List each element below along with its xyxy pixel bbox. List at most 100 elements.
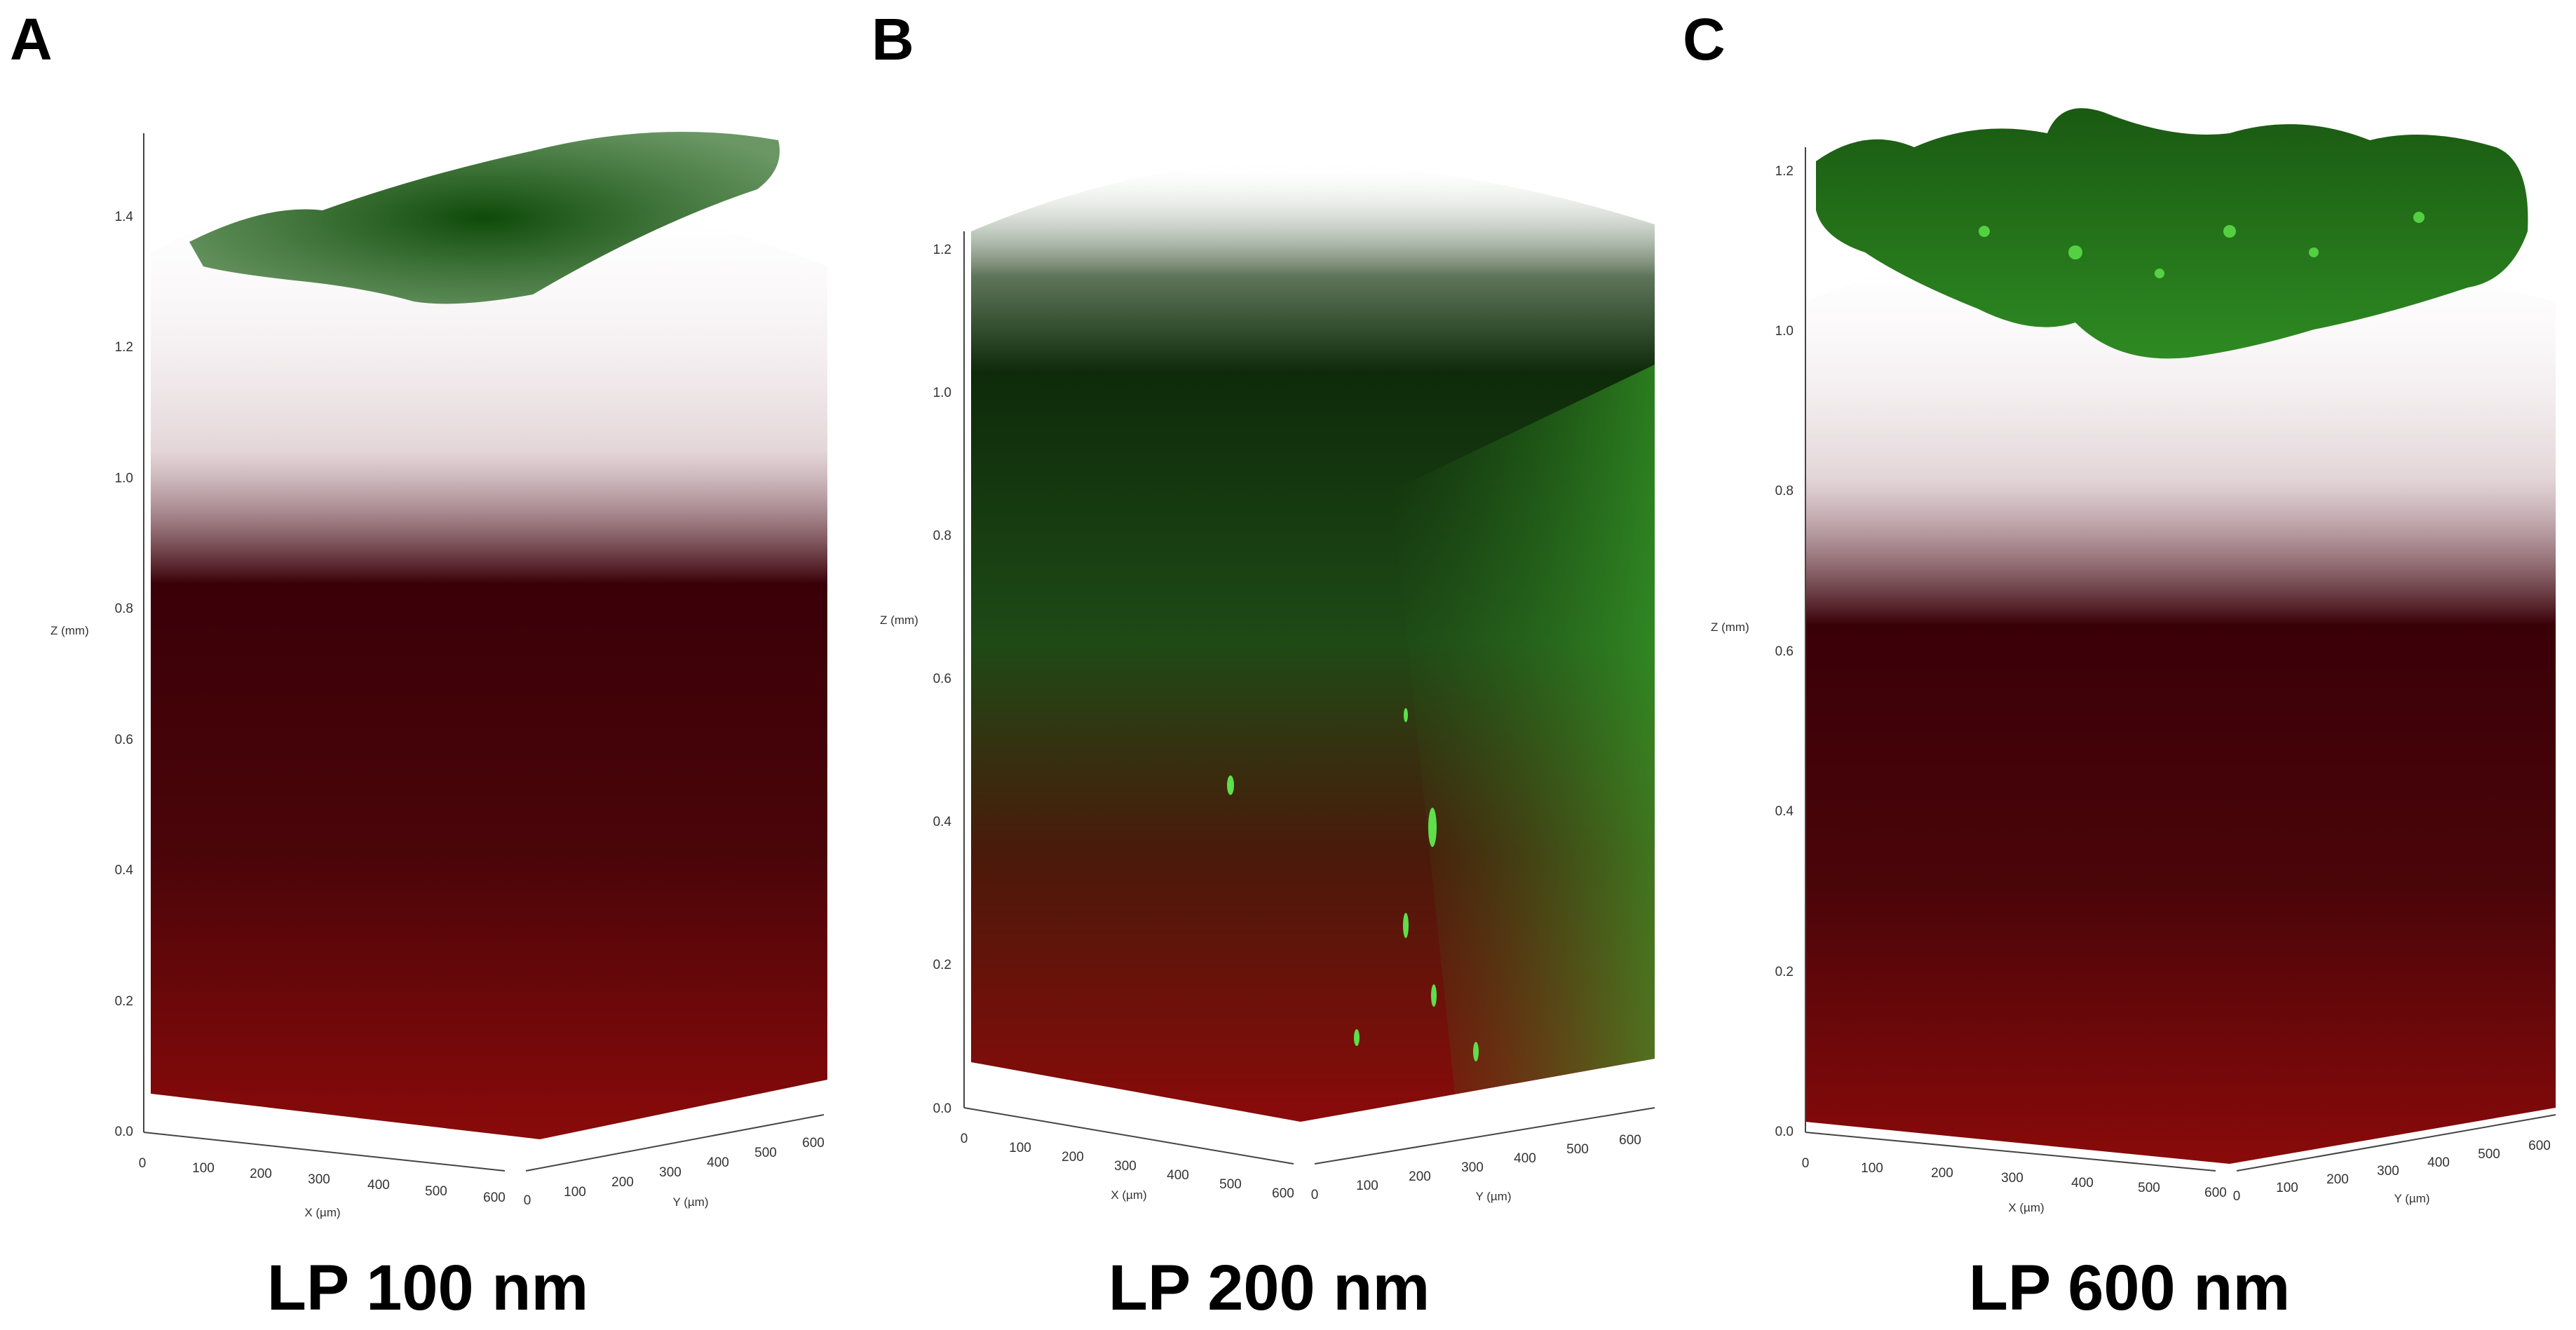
- y-axis-line: [2236, 1114, 2556, 1172]
- y-tick: 400: [1514, 1151, 1536, 1166]
- confocal-3d-render: 0.0 0.2 0.4 0.6 0.8 1.0 1.2 Z (mm) 0 100…: [880, 161, 1655, 1203]
- y-tick: 300: [1461, 1160, 1484, 1175]
- z-tick: 1.0: [1775, 324, 1794, 339]
- z-tick: 0.4: [1775, 804, 1794, 819]
- y-tick: 0: [2233, 1189, 2241, 1204]
- y-tick: 100: [564, 1185, 586, 1200]
- x-tick: 600: [2204, 1186, 2227, 1200]
- y-tick: 500: [754, 1146, 777, 1160]
- y-tick: 300: [2377, 1164, 2399, 1179]
- x-tick-labels: 0 100 200 300 400 500 600: [1802, 1156, 2227, 1200]
- green-particles: [1227, 708, 1479, 1061]
- x-tick: 100: [1861, 1161, 1883, 1176]
- z-axis-title: Z (mm): [880, 613, 918, 627]
- z-tick: 0.8: [115, 602, 133, 616]
- x-tick: 0: [139, 1156, 147, 1171]
- z-tick: 1.2: [1775, 164, 1794, 179]
- y-tick: 500: [1566, 1142, 1589, 1157]
- x-tick: 200: [1931, 1166, 1953, 1181]
- z-tick: 0.2: [115, 994, 133, 1009]
- z-tick: 0.2: [1775, 965, 1794, 979]
- y-tick: 0: [1311, 1188, 1319, 1202]
- z-tick: 0.0: [115, 1125, 133, 1139]
- tissue-volume: [151, 182, 827, 1140]
- y-tick: 200: [1409, 1169, 1431, 1184]
- x-tick: 300: [308, 1172, 330, 1187]
- y-axis-title: Y (µm): [2394, 1192, 2429, 1205]
- y-tick-labels: 0 100 200 300 400 500 600: [524, 1136, 825, 1208]
- z-tick: 1.2: [115, 340, 133, 355]
- x-tick: 100: [192, 1161, 215, 1176]
- z-tick: 1.0: [933, 386, 951, 400]
- x-tick: 200: [250, 1167, 272, 1181]
- y-tick: 200: [611, 1175, 634, 1190]
- z-axis-title: Z (mm): [50, 624, 89, 637]
- green-particles: [1979, 212, 2425, 278]
- x-tick: 0: [961, 1132, 968, 1146]
- y-tick: 600: [2528, 1139, 2551, 1153]
- confocal-3d-render: 0.0 0.2 0.4 0.6 0.8 1.0 1.2 Z (mm) 0 100…: [1711, 108, 2556, 1214]
- y-tick: 0: [524, 1193, 531, 1208]
- z-tick: 0.6: [933, 672, 951, 686]
- z-tick: 1.0: [115, 471, 133, 486]
- z-tick: 0.4: [933, 815, 952, 829]
- x-axis-line: [963, 1107, 1294, 1165]
- z-tick-labels: 0.0 0.2 0.4 0.6 0.8 1.0 1.2 1.4: [115, 210, 134, 1139]
- x-tick: 600: [483, 1190, 506, 1205]
- x-tick: 200: [1062, 1150, 1084, 1165]
- x-tick: 400: [367, 1178, 390, 1193]
- green-fluorescence-region: [1392, 365, 1655, 1094]
- z-tick: 0.8: [1775, 484, 1794, 498]
- z-axis-title: Z (mm): [1711, 620, 1749, 634]
- x-tick: 500: [425, 1184, 447, 1199]
- x-tick-labels: 0 100 200 300 400 500 600: [139, 1156, 506, 1205]
- y-axis-line: [525, 1114, 825, 1172]
- x-tick: 500: [1219, 1177, 1242, 1192]
- x-axis-title: X (µm): [2008, 1201, 2044, 1214]
- confocal-3d-render: 0.0 0.2 0.4 0.6 0.8 1.0 1.2 1.4 Z (mm) 0…: [50, 132, 827, 1219]
- y-tick: 600: [802, 1136, 825, 1151]
- z-tick: 0.8: [933, 529, 951, 543]
- z-tick: 1.2: [933, 243, 951, 257]
- panel-caption: LP 600 nm: [1968, 1252, 2291, 1324]
- z-tick: 1.4: [115, 210, 134, 224]
- x-axis-line: [1805, 1132, 2216, 1172]
- z-tick-labels: 0.0 0.2 0.4 0.6 0.8 1.0 1.2: [933, 243, 952, 1116]
- z-tick: 0.6: [115, 733, 133, 747]
- tissue-volume: [1805, 234, 2556, 1164]
- panel-letter: C: [1683, 6, 1726, 72]
- y-axis-title: Y (µm): [1475, 1190, 1511, 1203]
- y-tick: 500: [2478, 1147, 2500, 1162]
- y-tick: 200: [2326, 1172, 2349, 1187]
- y-tick-labels: 0 100 200 300 400 500 600: [2233, 1139, 2551, 1204]
- y-tick: 400: [707, 1155, 729, 1170]
- x-tick-labels: 0 100 200 300 400 500 600: [961, 1132, 1294, 1201]
- x-tick: 300: [1114, 1159, 1137, 1174]
- y-tick: 400: [2427, 1155, 2450, 1170]
- x-tick: 400: [1167, 1168, 1189, 1183]
- z-tick: 0.6: [1775, 644, 1794, 659]
- x-tick: 300: [2001, 1171, 2023, 1186]
- panel-letter: B: [872, 6, 914, 72]
- z-tick-labels: 0.0 0.2 0.4 0.6 0.8 1.0 1.2: [1775, 164, 1794, 1139]
- y-tick: 100: [1356, 1179, 1378, 1193]
- panel-c: C 0.0: [1683, 0, 2576, 1330]
- z-tick: 0.2: [933, 958, 951, 972]
- x-tick: 600: [1272, 1186, 1294, 1201]
- x-axis-title: X (µm): [304, 1206, 340, 1219]
- y-tick: 100: [2276, 1181, 2298, 1195]
- green-surface-layer: [189, 132, 780, 304]
- panel-caption: LP 100 nm: [266, 1252, 589, 1324]
- y-tick: 300: [659, 1165, 682, 1180]
- green-surface-layer: [1816, 108, 2528, 359]
- x-axis-title: X (µm): [1111, 1188, 1146, 1202]
- x-axis-line: [143, 1132, 506, 1172]
- z-tick: 0.0: [933, 1101, 951, 1116]
- panel-b: B: [859, 0, 1679, 1330]
- z-tick: 0.4: [115, 863, 134, 878]
- y-tick: 600: [1619, 1133, 1641, 1148]
- z-tick: 0.0: [1775, 1125, 1794, 1139]
- x-tick: 500: [2138, 1181, 2160, 1195]
- x-tick: 100: [1009, 1141, 1031, 1155]
- y-axis-title: Y (µm): [672, 1195, 708, 1209]
